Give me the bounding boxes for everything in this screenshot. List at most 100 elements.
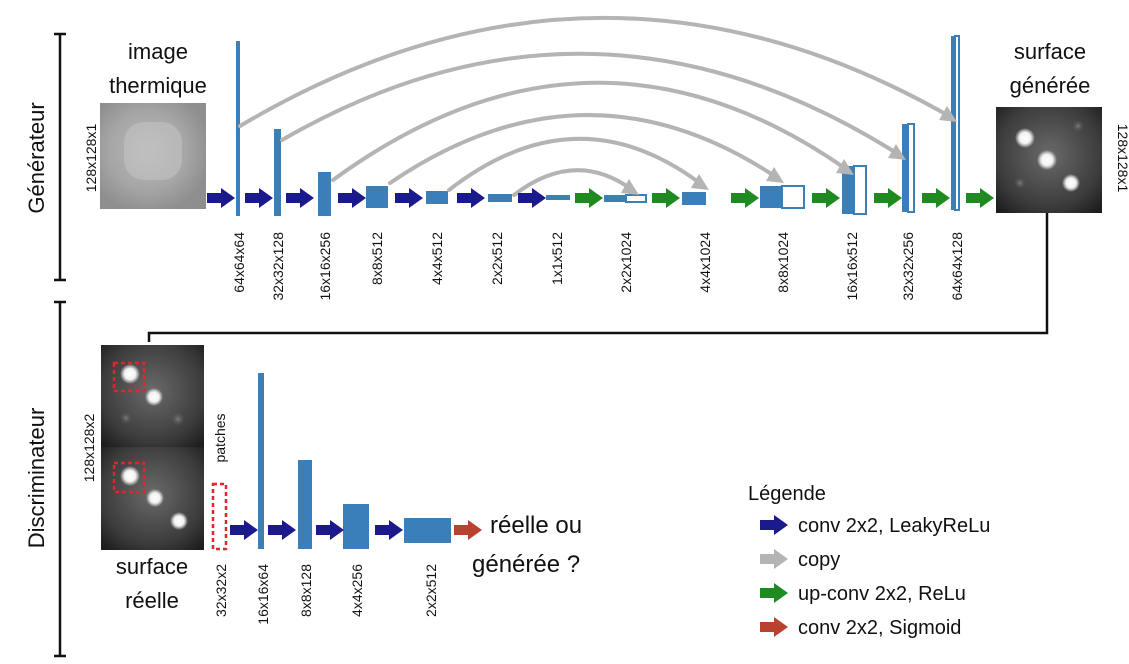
upconv-arrow-7 <box>966 188 994 208</box>
encoder-block-6 <box>488 194 512 202</box>
discriminator-block-4 <box>404 518 451 543</box>
encoder-dim-label-3: 16x16x256 <box>317 232 333 301</box>
discriminator-dim-label-1: 32x32x2 <box>213 564 229 617</box>
copy-arrowhead-4 <box>836 159 854 175</box>
decoder-dim-label-1: 2x2x1024 <box>618 232 634 293</box>
generator-to-discriminator-line <box>147 213 1049 342</box>
copy-arc-1 <box>512 168 633 197</box>
upconv-arrow-5 <box>874 188 902 208</box>
encoder-dim-label-7: 1x1x512 <box>549 232 565 285</box>
decoder-block-2 <box>682 192 706 205</box>
encoder-block-1 <box>236 41 240 216</box>
patch-highlight-bottom <box>112 461 146 494</box>
copy-arrowhead-1 <box>621 179 639 195</box>
upconv-arrow-6 <box>922 188 950 208</box>
legend-arrow-3 <box>760 583 788 603</box>
discriminator-conv-arrow-4 <box>375 520 403 540</box>
copy-arrowhead-5 <box>888 144 906 160</box>
discriminator-dim-label-3: 8x8x128 <box>298 564 314 617</box>
discriminator-output-line1: réelle ou <box>490 512 582 539</box>
real-surface-image-top <box>101 345 204 447</box>
encoder-dim-label-4: 8x8x512 <box>369 232 385 285</box>
discriminator-block-3 <box>343 504 369 549</box>
discriminator-block-1 <box>258 373 264 549</box>
patch-box <box>211 482 228 551</box>
decoder-block-3 <box>760 186 782 208</box>
generator-blocks <box>236 35 960 216</box>
upconv-arrow-4 <box>812 188 840 208</box>
encoder-dim-label-1: 64x64x64 <box>231 232 247 293</box>
conv-arrow-2 <box>245 188 273 208</box>
encoder-block-7 <box>546 195 570 200</box>
decoder-block-4 <box>842 166 854 214</box>
discriminator-input-title-line2: réelle <box>125 588 179 613</box>
copy-arc-5 <box>280 51 900 156</box>
encoder-block-2 <box>274 129 281 216</box>
decoder-copy-block-1 <box>625 194 647 203</box>
discriminator-block-2 <box>298 460 312 549</box>
upconv-arrow-1 <box>575 188 603 208</box>
legend: Légende conv 2x2, LeakyReLu copy up-conv 2… <box>748 483 990 639</box>
discriminator-blocks <box>258 373 451 549</box>
discriminator-conv-arrow-3 <box>316 520 344 540</box>
generator-output-size: 128x128x1 <box>1115 124 1129 193</box>
decoder-block-6 <box>951 36 955 210</box>
generator-input-title-line1: image <box>128 39 188 64</box>
copy-arc-2 <box>447 136 703 192</box>
copy-arc-6 <box>238 15 951 128</box>
thermal-image <box>100 103 206 209</box>
sigmoid-arrow <box>454 520 482 540</box>
copy-arc-3 <box>388 113 778 185</box>
discriminator-dim-label-5: 2x2x512 <box>423 564 439 617</box>
conv-arrow-5 <box>395 188 423 208</box>
generator-copy-arrows <box>238 15 957 197</box>
legend-arrow-4 <box>760 617 788 637</box>
generator-dimension-labels: 64x64x64 32x32x128 16x16x256 8x8x512 4x4x512… <box>231 232 965 301</box>
decoder-copy-block-3 <box>781 185 805 209</box>
generator-output-title-line1: surface <box>1014 39 1086 64</box>
encoder-dim-label-5: 4x4x512 <box>429 232 445 285</box>
generator-bracket <box>54 32 66 282</box>
legend-item-label-3: up-conv 2x2, ReLu <box>798 583 966 605</box>
discriminator-input-size: 128x128x2 <box>81 414 97 483</box>
upconv-arrow-2 <box>652 188 680 208</box>
patch-highlight-top <box>112 361 146 393</box>
discriminator-conv-arrow-2 <box>268 520 296 540</box>
encoder-block-4 <box>366 186 388 208</box>
generator-input-size: 128x128x1 <box>83 124 99 193</box>
decoder-copy-block-4 <box>853 165 867 215</box>
conv-arrow-3 <box>286 188 314 208</box>
encoder-dim-label-2: 32x32x128 <box>270 232 286 301</box>
legend-arrow-2 <box>760 549 788 569</box>
upconv-arrow-3 <box>731 188 759 208</box>
copy-arrowhead-2 <box>691 174 709 190</box>
generator-output-title-line2: générée <box>1010 73 1091 98</box>
generator-section: Générateur image thermique 128x128x1 sur… <box>24 15 1129 342</box>
decoder-copy-block-5 <box>907 123 915 213</box>
conv-arrow-7 <box>518 188 546 208</box>
generator-input-title-line2: thermique <box>109 73 207 98</box>
generator-section-label: Générateur <box>24 102 49 213</box>
generated-surface-image <box>996 107 1102 213</box>
copy-arrowhead-3 <box>766 167 784 183</box>
decoder-dim-label-5: 32x32x256 <box>900 232 916 301</box>
encoder-block-5 <box>426 191 448 204</box>
decoder-dim-label-4: 16x16x512 <box>844 232 860 301</box>
conv-arrow-6 <box>457 188 485 208</box>
real-surface-image-bottom <box>101 447 204 550</box>
decoder-dim-label-6: 64x64x128 <box>949 232 965 301</box>
decoder-block-1 <box>604 195 626 202</box>
discriminator-output-line2: générée ? <box>472 551 580 578</box>
legend-item-label-2: copy <box>798 549 840 571</box>
legend-item-label-4: conv 2x2, Sigmoid <box>798 617 961 639</box>
legend-item-label-1: conv 2x2, LeakyReLu <box>798 515 990 537</box>
discriminator-dim-label-2: 16x16x64 <box>255 564 271 625</box>
discriminator-input-title-line1: surface <box>116 554 188 579</box>
discriminator-flow-arrows <box>230 520 482 540</box>
decoder-dim-label-2: 4x4x1024 <box>697 232 713 293</box>
legend-title: Légende <box>748 483 826 505</box>
discriminator-section-label: Discriminateur <box>24 408 49 549</box>
legend-arrow-1 <box>760 515 788 535</box>
conv-arrow-4 <box>338 188 366 208</box>
copy-arrowhead-6 <box>939 106 957 122</box>
